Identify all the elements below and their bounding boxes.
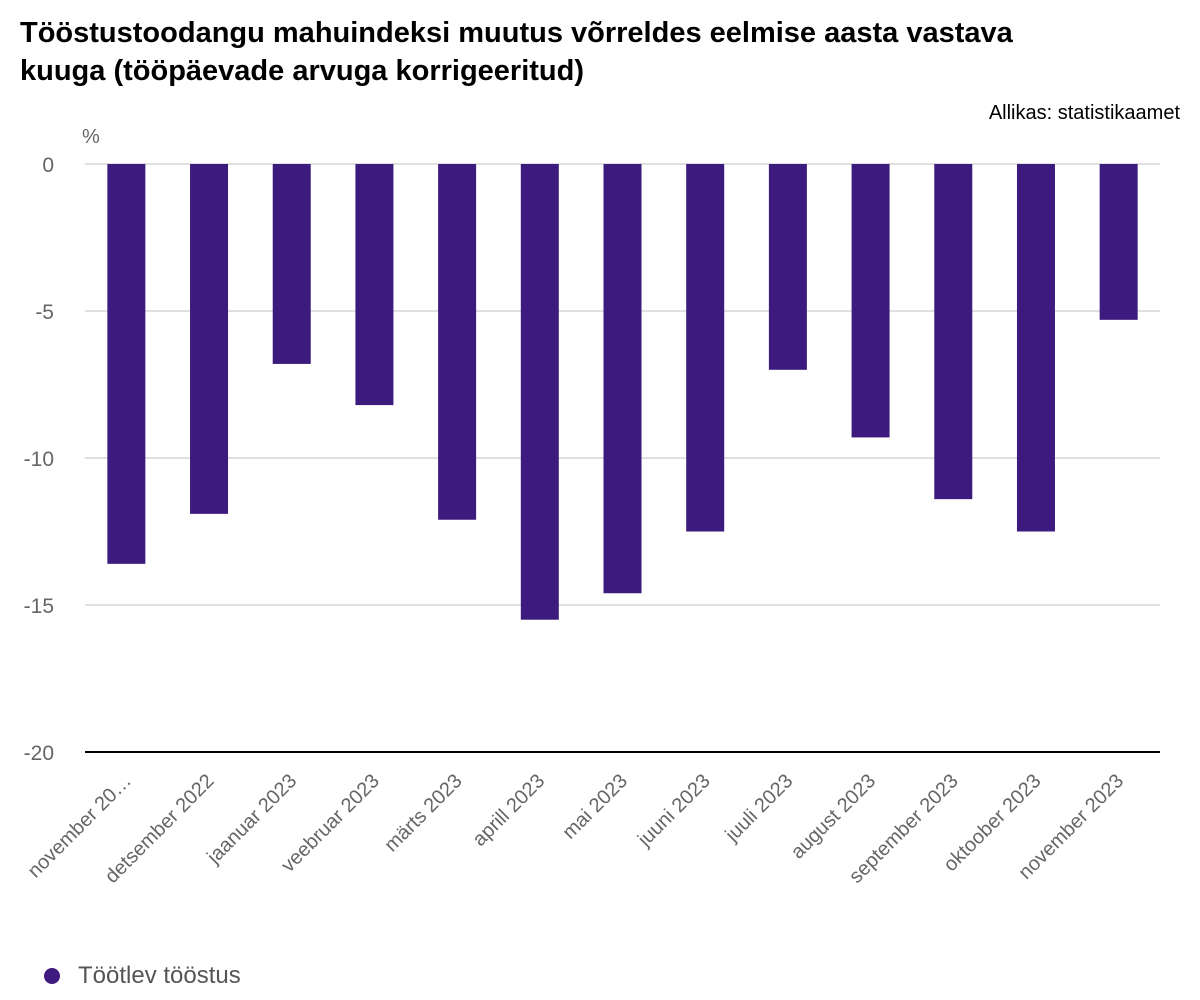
bar <box>768 164 807 370</box>
bar <box>851 164 890 438</box>
x-tick-label: juuni 2023 <box>633 770 715 852</box>
bar <box>1016 164 1055 532</box>
bar <box>686 164 725 532</box>
bar <box>520 164 559 620</box>
bars <box>107 164 1138 620</box>
bar <box>934 164 973 500</box>
bar <box>355 164 394 406</box>
x-tick-label: märts 2023 <box>380 770 466 856</box>
legend-label: Töötlev tööstus <box>78 962 241 989</box>
x-tick-label: juuli 2023 <box>721 770 798 847</box>
y-axis-unit-label: % <box>82 126 100 148</box>
x-tick-label: mai 2023 <box>558 770 632 844</box>
y-tick-label: 0 <box>42 154 54 177</box>
y-axis-ticks: 0 -5 -10 -15 -20 <box>24 154 54 765</box>
y-tick-label: -5 <box>35 301 54 324</box>
bar <box>107 164 146 564</box>
legend: Töötlev tööstus <box>44 962 241 990</box>
bar <box>272 164 311 364</box>
source-label: Allikas: statistikaamet <box>988 102 1180 124</box>
x-tick-label: august 2023 <box>787 770 880 863</box>
bar <box>603 164 642 594</box>
y-tick-label: -15 <box>24 595 54 618</box>
legend-swatch <box>44 968 60 984</box>
x-tick-label: aprill 2023 <box>469 770 550 851</box>
chart-title: Tööstustoodangu mahuindeksi muutus võrre… <box>20 17 1013 87</box>
bar <box>438 164 477 520</box>
bar <box>190 164 229 514</box>
bar <box>1099 164 1138 320</box>
y-tick-label: -10 <box>24 448 54 471</box>
y-tick-label: -20 <box>24 742 54 765</box>
